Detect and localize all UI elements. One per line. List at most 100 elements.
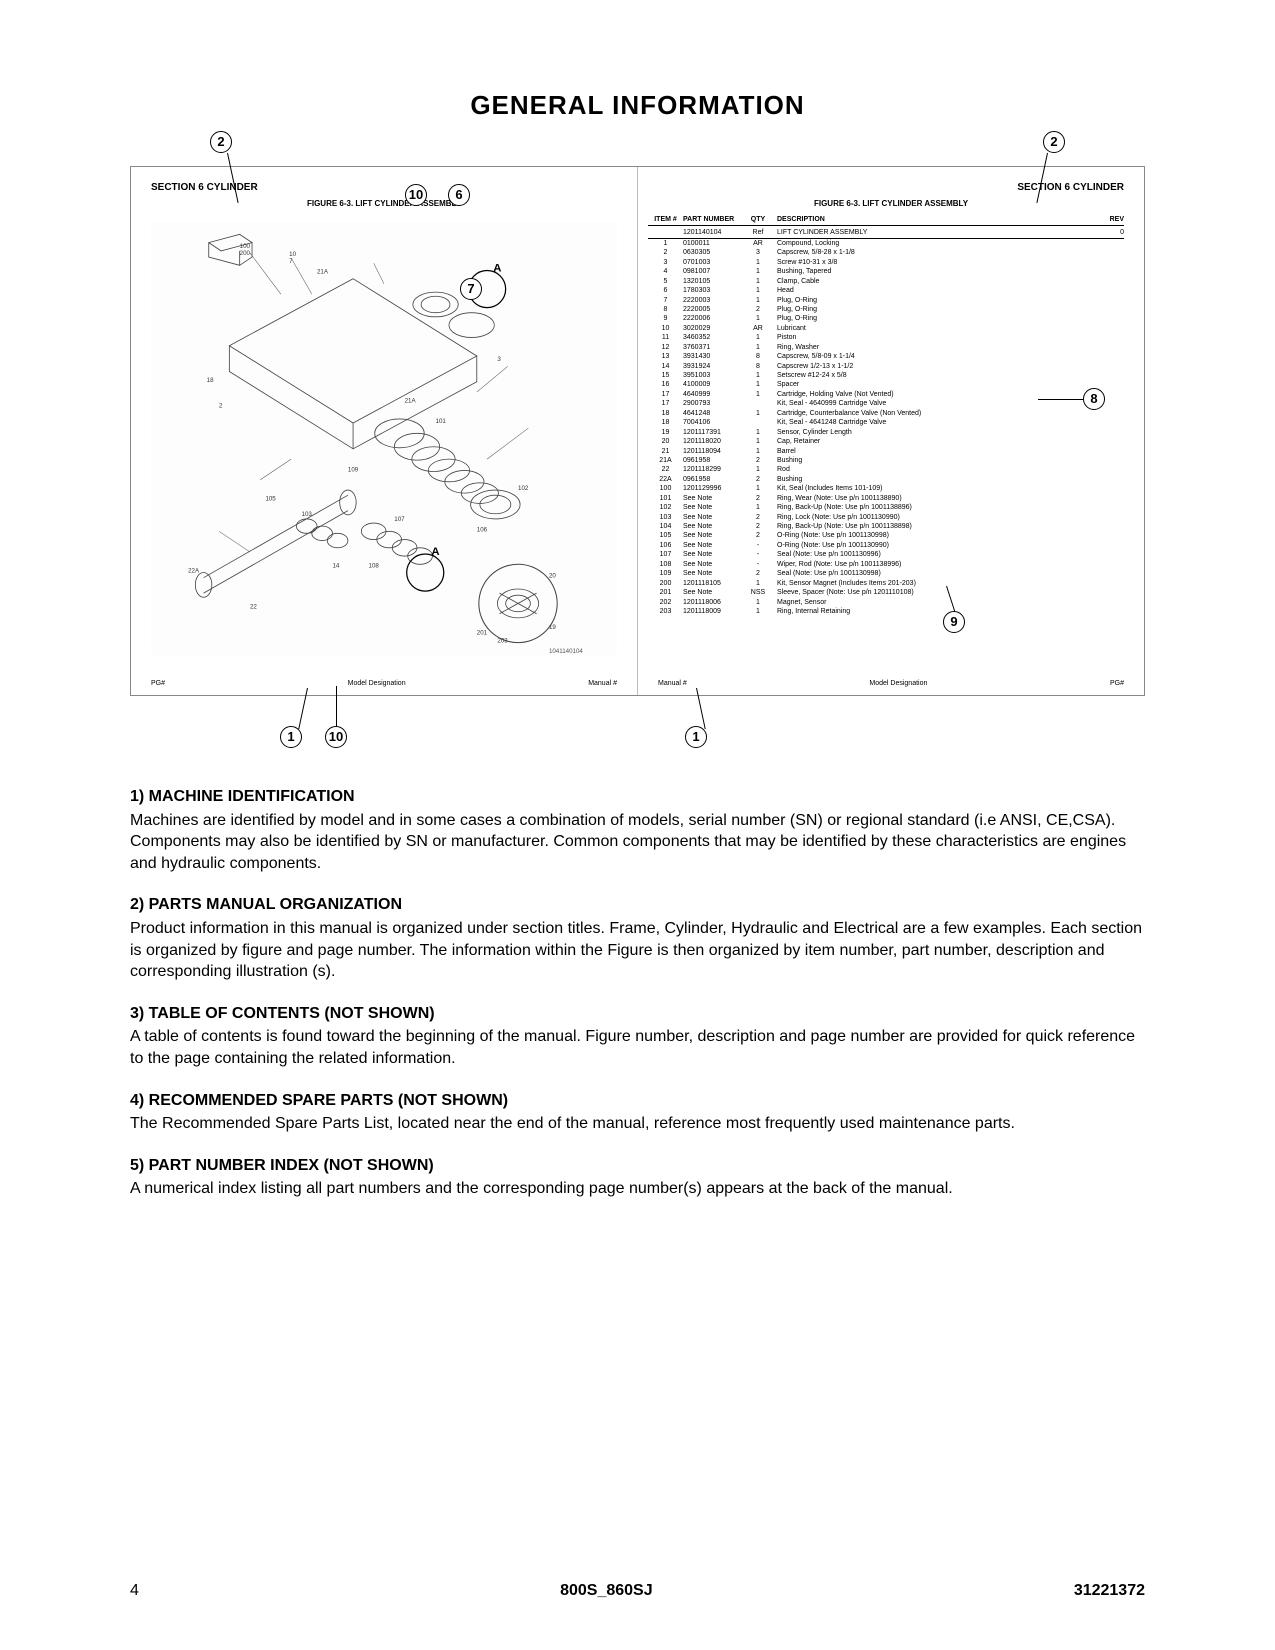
parts-table: ITEM # PART NUMBER QTY DESCRIPTION REV 1… — [648, 215, 1124, 616]
table-row: 10012011299961Kit, Seal (Includes Items … — [648, 484, 1124, 493]
svg-text:200: 200 — [240, 250, 251, 257]
body-section: 5) PART NUMBER INDEX (NOT SHOWN)A numeri… — [130, 1155, 1145, 1200]
body-text: 1) MACHINE IDENTIFICATIONMachines are id… — [130, 786, 1145, 1200]
svg-text:20: 20 — [549, 573, 556, 580]
svg-text:21A: 21A — [317, 269, 329, 276]
svg-text:109: 109 — [348, 466, 359, 473]
table-row: 201See NoteNSSSleeve, Spacer (Note: Use … — [648, 588, 1124, 597]
table-row: 22A09619582Bushing — [648, 475, 1124, 484]
footer-docnum: 31221372 — [1074, 1582, 1145, 1600]
svg-text:22: 22 — [250, 604, 257, 611]
table-row: 20212011180061Magnet, Sensor — [648, 598, 1124, 607]
svg-text:106: 106 — [477, 526, 488, 533]
table-row: 922200061Plug, O-Ring — [648, 314, 1124, 323]
label-manual-r: Manual # — [658, 680, 687, 687]
table-row: 722200031Plug, O-Ring — [648, 296, 1124, 305]
svg-text:102: 102 — [518, 485, 529, 492]
svg-text:7: 7 — [289, 258, 293, 265]
table-row: 1641000091Spacer — [648, 380, 1124, 389]
table-row: 172900793Kit, Seal - 4640999 Cartridge V… — [648, 399, 1124, 408]
callout-2-left: 2 — [210, 131, 232, 153]
svg-text:105: 105 — [265, 495, 276, 502]
section-text: A numerical index listing all part numbe… — [130, 1178, 1145, 1200]
section-text: Product information in this manual is or… — [130, 918, 1145, 983]
table-row: 2012011180201Cap, Retainer — [648, 437, 1124, 446]
parts-table-header: ITEM # PART NUMBER QTY DESCRIPTION REV — [648, 215, 1124, 226]
section-label-left: SECTION 6 CYLINDER — [151, 182, 258, 193]
svg-text:10: 10 — [289, 251, 296, 258]
section-text: Machines are identified by model and in … — [130, 810, 1145, 875]
col-pn: PART NUMBER — [683, 215, 743, 224]
svg-text:14: 14 — [332, 562, 339, 569]
callout-9: 9 — [943, 611, 965, 633]
table-row: 101See Note2Ring, Wear (Note: Use p/n 10… — [648, 494, 1124, 503]
svg-text:100: 100 — [240, 243, 251, 250]
svg-text:22A: 22A — [188, 568, 200, 575]
table-row: 1237603711Ring, Washer — [648, 343, 1124, 352]
table-row: 104See Note2Ring, Back-Up (Note: Use p/n… — [648, 522, 1124, 531]
figure-frame: SECTION 6 CYLINDER FIGURE 6-3. LIFT CYLI… — [130, 166, 1145, 696]
body-section: 1) MACHINE IDENTIFICATIONMachines are id… — [130, 786, 1145, 874]
table-row: 1846412481Cartridge, Counterbalance Valv… — [648, 409, 1124, 418]
table-row: 102See Note1Ring, Back-Up (Note: Use p/n… — [648, 503, 1124, 512]
figure-right-panel: SECTION 6 CYLINDER FIGURE 6-3. LIFT CYLI… — [638, 167, 1144, 695]
table-row: 1912011173911Sensor, Cylinder Length — [648, 428, 1124, 437]
table-row: 822200052Plug, O-Ring — [648, 305, 1124, 314]
svg-text:2: 2 — [219, 403, 223, 410]
table-row: 1134603521Piston — [648, 333, 1124, 342]
section-label-right: SECTION 6 CYLINDER — [1017, 182, 1124, 193]
figure-caption-right: FIGURE 6-3. LIFT CYLINDER ASSEMBLY — [638, 199, 1144, 208]
figure-left-panel: SECTION 6 CYLINDER FIGURE 6-3. LIFT CYLI… — [131, 167, 638, 695]
table-row: 109See Note2Seal (Note: Use p/n 10011309… — [648, 569, 1124, 578]
svg-text:21A: 21A — [405, 397, 417, 404]
svg-text:107: 107 — [394, 516, 405, 523]
label-model-r: Model Designation — [869, 680, 927, 687]
table-row: 21A09619582Bushing — [648, 456, 1124, 465]
body-section: 2) PARTS MANUAL ORGANIZATIONProduct info… — [130, 894, 1145, 982]
page-footer: 4 800S_860SJ 31221372 — [130, 1582, 1145, 1600]
footer-model: 800S_860SJ — [560, 1582, 653, 1600]
table-row: 409810071Bushing, Tapered — [648, 267, 1124, 276]
figure-wrapper: 2 2 1 10 1 10 6 7 8 9 SECTION 6 CYLINDER… — [130, 166, 1145, 696]
callout-1-right: 1 — [685, 726, 707, 748]
callout-7: 7 — [460, 278, 482, 300]
section-heading: 1) MACHINE IDENTIFICATION — [130, 786, 1145, 808]
figure-caption-left: FIGURE 6-3. LIFT CYLINDER ASSEMBLY — [131, 199, 637, 208]
label-manual: Manual # — [588, 680, 617, 687]
table-row: 1439319248Capscrew 1/2-13 x 1-1/2 — [648, 362, 1124, 371]
svg-text:19: 19 — [549, 624, 556, 631]
table-row: 187004106Kit, Seal - 4641248 Cartridge V… — [648, 418, 1124, 427]
table-row: 1539510031Setscrew #12-24 x 5/8 — [648, 371, 1124, 380]
col-qty: QTY — [743, 215, 773, 224]
section-text: The Recommended Spare Parts List, locate… — [130, 1113, 1145, 1135]
svg-text:A: A — [431, 546, 439, 558]
section-text: A table of contents is found toward the … — [130, 1026, 1145, 1069]
section-heading: 3) TABLE OF CONTENTS (NOT SHOWN) — [130, 1003, 1145, 1025]
table-row: 103See Note2Ring, Lock (Note: Use p/n 10… — [648, 513, 1124, 522]
svg-text:203: 203 — [497, 638, 508, 645]
table-row: 206303053Capscrew, 5/8-28 x 1-1/8 — [648, 248, 1124, 257]
col-rev: REV — [1099, 215, 1124, 224]
section-heading: 5) PART NUMBER INDEX (NOT SHOWN) — [130, 1155, 1145, 1177]
table-row: 20012011181051Kit, Sensor Magnet (Includ… — [648, 579, 1124, 588]
callout-10-top: 10 — [405, 184, 427, 206]
parts-title-row: 1201140104 Ref LIFT CYLINDER ASSEMBLY 0 — [648, 228, 1124, 238]
table-row: 513201051Clamp, Cable — [648, 277, 1124, 286]
table-row: 108See Note-Wiper, Rod (Note: Use p/n 10… — [648, 560, 1124, 569]
table-row: 1339314308Capscrew, 5/8-09 x 1-1/4 — [648, 352, 1124, 361]
table-row: 617803031Head — [648, 286, 1124, 295]
callout-6: 6 — [448, 184, 470, 206]
table-row: 20312011180091Ring, Internal Retaining — [648, 607, 1124, 616]
svg-text:201: 201 — [477, 629, 488, 636]
table-row: 2112011180941Barrel — [648, 447, 1124, 456]
table-row: 105See Note2O-Ring (Note: Use p/n 100113… — [648, 531, 1124, 540]
col-desc: DESCRIPTION — [773, 215, 1099, 224]
table-row: 307010031Screw #10-31 x 3/8 — [648, 258, 1124, 267]
body-section: 4) RECOMMENDED SPARE PARTS (NOT SHOWN)Th… — [130, 1090, 1145, 1135]
svg-text:18: 18 — [207, 377, 214, 384]
table-row: 2212011182991Rod — [648, 465, 1124, 474]
table-row: 103020029ARLubricant — [648, 324, 1124, 333]
svg-text:A: A — [493, 262, 501, 274]
table-row: 10100011ARCompound, Locking — [648, 239, 1124, 248]
section-heading: 2) PARTS MANUAL ORGANIZATION — [130, 894, 1145, 916]
